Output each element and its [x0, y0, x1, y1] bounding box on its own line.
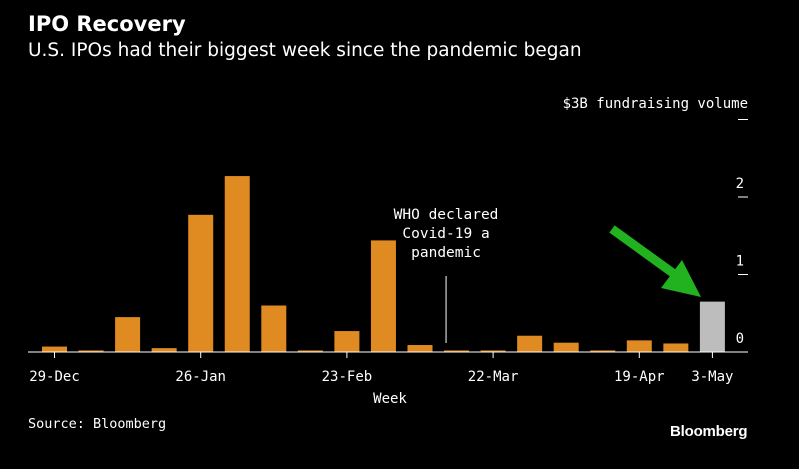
y-axis-ticks: 0 1 2	[736, 119, 748, 347]
y-tick-label: 0	[736, 331, 744, 347]
annotation-text-line: WHO declared	[394, 207, 499, 223]
bar-29-Dec	[42, 346, 67, 352]
bar-5-Apr	[553, 342, 579, 352]
x-tick-label: 19-Apr	[614, 369, 665, 385]
x-tick-label: 29-Dec	[29, 369, 80, 385]
y-tick-label: 2	[736, 176, 744, 192]
arrow-head	[661, 260, 701, 297]
x-tick-label: 22-Mar	[468, 369, 519, 385]
bar-1-Mar	[370, 240, 396, 352]
chart-subtitle: U.S. IPOs had their biggest week since t…	[28, 40, 582, 61]
x-axis-ticks: 29-Dec 26-Jan 23-Feb 22-Mar 19-Apr 3-May	[29, 352, 733, 385]
y-tick-label: 1	[736, 254, 744, 270]
chart-title: IPO Recovery	[28, 12, 186, 36]
bar-26-Apr	[663, 343, 689, 352]
bar-15-Mar	[444, 350, 470, 352]
bar-26-Jan	[188, 214, 214, 352]
bar-2-Feb	[224, 176, 250, 352]
bar-3-May	[699, 301, 725, 352]
arrow-shaft	[609, 225, 680, 280]
bar-9-Feb	[261, 305, 287, 352]
source-note: Source: Bloomberg	[28, 416, 167, 432]
bar-29-Mar	[517, 335, 543, 352]
bar-group	[42, 176, 725, 352]
y-axis-unit-label: $3B fundraising volume	[563, 96, 748, 112]
bar-19-Apr	[626, 340, 652, 352]
bar-22-Mar	[480, 350, 506, 352]
who-pandemic-annotation: WHO declared Covid-19 a pandemic	[394, 207, 499, 343]
annotation-text-line: pandemic	[411, 245, 481, 261]
bar-23-Feb	[334, 331, 360, 352]
x-tick-label: 23-Feb	[322, 369, 373, 385]
x-tick-label: 26-Jan	[175, 369, 226, 385]
bloomberg-logo: Bloomberg	[670, 423, 748, 440]
bar-5-Jan	[78, 350, 104, 352]
bar-12-Jan	[115, 317, 141, 352]
bar-19-Jan	[151, 348, 177, 352]
bar-16-Feb	[297, 350, 323, 352]
green-arrow-icon	[609, 225, 701, 297]
bar-12-Apr	[590, 350, 616, 352]
x-tick-label: 3-May	[691, 369, 733, 385]
annotation-text-line: Covid-19 a	[402, 226, 489, 242]
x-axis-label: Week	[373, 391, 407, 407]
bar-8-Mar	[407, 345, 433, 352]
